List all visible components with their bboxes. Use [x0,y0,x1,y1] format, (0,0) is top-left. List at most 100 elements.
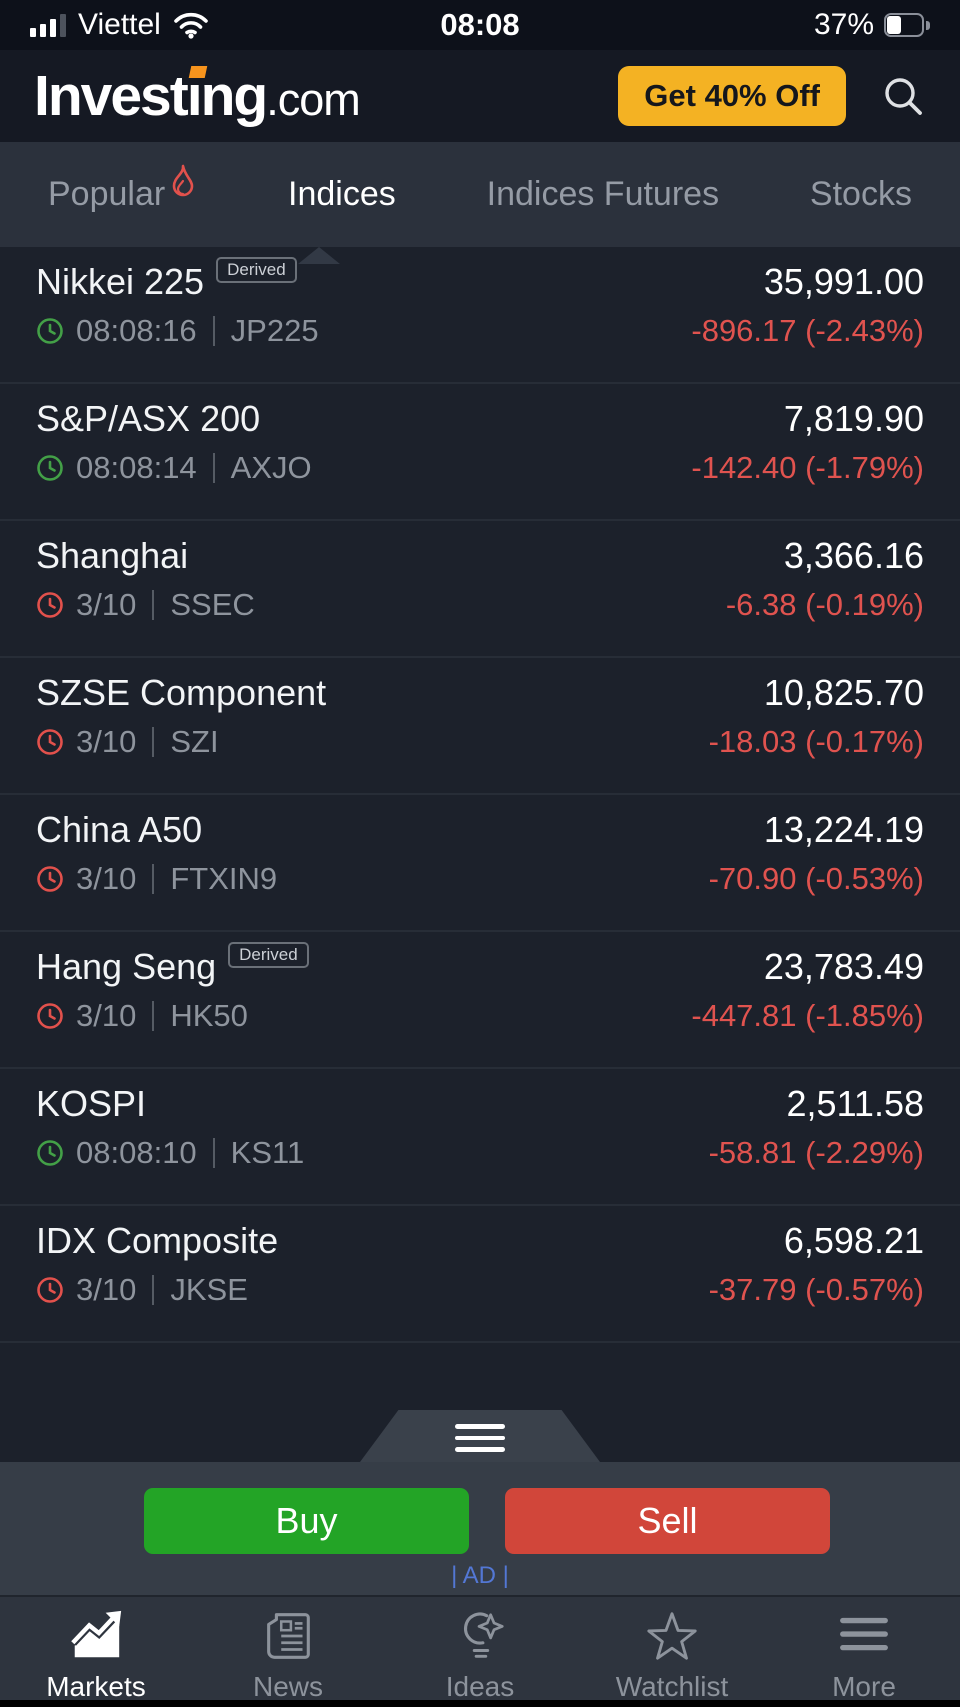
index-time: 3/10 [76,861,137,896]
clock-icon [36,1002,64,1030]
markets-chart-icon [67,1607,125,1665]
index-change: -37.79 (-0.57%) [708,1272,924,1307]
nav-label-more: More [832,1671,896,1702]
clock-icon [36,728,64,756]
ad-label[interactable]: | AD | [451,1562,509,1589]
battery-percent: 37% [813,8,874,41]
index-name: SZSE Component [36,672,327,713]
index-row-sp-asx-200[interactable]: S&P/ASX 200 7,819.90 08:08:14 AXJO -142.… [0,384,960,521]
nav-label-watchlist: Watchlist [615,1671,729,1702]
index-price: 2,511.58 [786,1083,924,1124]
logo-orange-tittle [188,66,208,78]
nav-label-markets: Markets [46,1671,146,1702]
separator [152,590,155,620]
index-name: Nikkei 225 [36,261,205,302]
clock-icon [36,1276,64,1304]
index-change: -58.81 (-2.29%) [708,1135,924,1170]
battery-icon [884,13,930,37]
trade-panel: Buy Sell | AD | [0,1462,960,1595]
index-name: KOSPI [36,1083,147,1124]
index-time: 3/10 [76,1272,137,1307]
index-row-nikkei-225[interactable]: Nikkei 225 Derived 35,991.00 08:08:16 JP… [0,247,960,384]
home-indicator-area [0,1700,960,1707]
index-price: 7,819.90 [783,398,924,439]
index-time: 08:08:10 [76,1135,197,1170]
logo-text-end: ng [200,64,269,128]
clock-icon [36,454,64,482]
separator [212,1138,215,1168]
index-symbol: JP225 [230,313,319,348]
index-name: Shanghai [36,535,189,576]
promo-offer-button[interactable]: Get 40% Off [618,66,846,126]
bottom-sheet-handle[interactable] [360,1410,600,1462]
index-row-szse-component[interactable]: SZSE Component 10,825.70 3/10 SZI -18.03… [0,658,960,795]
investing-logo[interactable]: Investı ng .com [34,64,361,128]
index-price: 10,825.70 [763,672,924,713]
separator [152,1001,155,1031]
tab-indices[interactable]: Indices [288,175,396,214]
separator [152,1275,155,1305]
index-change: -142.40 (-1.79%) [691,450,924,485]
nav-item-ideas[interactable]: Ideas [384,1597,576,1702]
fire-icon [169,163,197,199]
news-icon [259,1607,317,1665]
index-time: 3/10 [76,998,137,1033]
index-symbol: SSEC [170,587,255,622]
sell-button[interactable]: Sell [505,1488,830,1554]
buy-button[interactable]: Buy [144,1488,469,1554]
separator [212,453,215,483]
tab-indices-futures-label: Indices Futures [486,175,720,213]
nav-item-markets[interactable]: Markets [0,1597,192,1702]
tab-stocks-label: Stocks [809,175,912,213]
bottom-navigation: Markets News [0,1595,960,1702]
index-change: -18.03 (-0.17%) [708,724,924,759]
clock-icon [36,591,64,619]
index-price: 35,991.00 [763,261,924,302]
separator [152,727,155,757]
tab-popular[interactable]: Popular [48,164,197,214]
index-row-shanghai[interactable]: Shanghai 3,366.16 3/10 SSEC -6.38 (-0.19… [0,521,960,658]
separator [152,864,155,894]
index-time: 3/10 [76,724,137,759]
watchlist-star-icon [643,1607,701,1665]
index-symbol: KS11 [230,1135,305,1170]
derived-badge: Derived [228,942,309,968]
index-row-china-a50[interactable]: China A50 13,224.19 3/10 FTXIN9 -70.90 (… [0,795,960,932]
ideas-lightbulb-icon [451,1607,509,1665]
index-symbol: JKSE [170,1272,248,1307]
search-icon[interactable] [880,73,926,119]
index-price: 3,366.16 [783,535,924,576]
nav-item-watchlist[interactable]: Watchlist [576,1597,768,1702]
status-bar: Viettel 08:08 37% [0,0,960,50]
index-name: China A50 [36,809,203,850]
nav-item-news[interactable]: News [192,1597,384,1702]
index-row-kospi[interactable]: KOSPI 2,511.58 08:08:10 KS11 -58.81 (-2.… [0,1069,960,1206]
index-price: 23,783.49 [763,946,924,987]
logo-tld: .com [266,74,361,125]
carrier-label: Viettel [78,8,161,41]
nav-item-more[interactable]: More [768,1597,960,1702]
nav-label-ideas: Ideas [445,1671,515,1702]
active-tab-notch [298,247,340,264]
wifi-icon [173,11,209,39]
cellular-signal-icon [30,13,66,37]
tab-indices-futures[interactable]: Indices Futures [487,175,719,214]
index-row-idx-composite[interactable]: IDX Composite 6,598.21 3/10 JKSE -37.79 … [0,1206,960,1343]
market-tabs: Popular Indices Indices Futures Stocks [0,142,960,247]
index-change: -70.90 (-0.53%) [708,861,924,896]
index-symbol: SZI [170,724,219,759]
logo-text: Invest [34,64,189,128]
index-change: -896.17 (-2.43%) [691,313,924,348]
index-price: 6,598.21 [783,1220,924,1261]
index-row-hang-seng[interactable]: Hang Seng Derived 23,783.49 3/10 HK50 -4… [0,932,960,1069]
index-name: IDX Composite [36,1220,279,1261]
nav-label-news: News [252,1671,323,1702]
index-name: Hang Seng [36,946,217,987]
app-header: Investı ng .com Get 40% Off [0,50,960,142]
index-symbol: FTXIN9 [170,861,278,896]
tab-stocks[interactable]: Stocks [810,175,912,214]
index-time: 08:08:14 [76,450,197,485]
index-time: 3/10 [76,587,137,622]
drag-handle-icon [455,1424,505,1452]
